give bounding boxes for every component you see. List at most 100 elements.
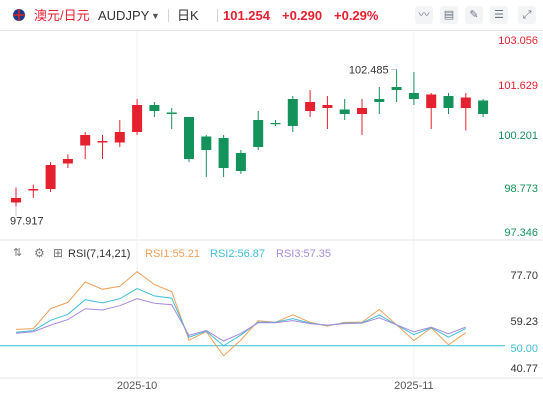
- price-tick-label: 98.773: [504, 183, 538, 195]
- price-tick-label: 97.346: [504, 227, 538, 239]
- candle: [357, 99, 367, 135]
- candle-body: [287, 99, 298, 126]
- candle: [253, 111, 264, 150]
- chevron-down-icon[interactable]: ▼: [151, 11, 160, 21]
- candle: [11, 187, 21, 207]
- current-price: 101.254: [223, 8, 270, 23]
- candle-body: [28, 189, 39, 191]
- candlestick-chart: [11, 69, 489, 207]
- candle-body: [184, 117, 194, 159]
- candle: [28, 184, 39, 198]
- candle-body: [426, 94, 437, 108]
- candle: [235, 150, 246, 174]
- rsi-series-label: RSI1:55.21: [145, 248, 200, 260]
- candle-body: [235, 153, 246, 171]
- candle-body: [11, 198, 21, 203]
- rsi-series-2: [15, 288, 467, 347]
- price-change: +0.290: [282, 8, 323, 23]
- candle: [45, 162, 56, 192]
- candle-body: [114, 132, 125, 143]
- price-tick-label: 100.201: [498, 130, 538, 142]
- candle: [443, 93, 454, 114]
- candle-body: [391, 87, 402, 90]
- header-divider: [168, 9, 169, 22]
- candle: [184, 117, 194, 162]
- candle: [132, 99, 143, 135]
- candle: [62, 154, 73, 168]
- candle-body: [408, 93, 419, 99]
- time-tick-label: 2025-10: [117, 380, 157, 392]
- candle: [426, 93, 437, 129]
- rsi-series-3: [15, 298, 466, 342]
- rsi-chart: [0, 271, 505, 357]
- candle: [287, 96, 298, 132]
- candle-body: [80, 135, 91, 146]
- price-tick-label: 101.629: [498, 80, 538, 92]
- chart-header: 澳元/日元 AUDJPY ▼ 日K 101.254 +0.290 +0.29% …: [0, 0, 543, 31]
- candle-body: [443, 96, 454, 108]
- flag-icon: [12, 8, 26, 26]
- pen-icon[interactable]: ✎: [465, 6, 483, 24]
- axis-labels: 102.485 97.917 103.056 101.629 100.201 98.773…: [10, 35, 538, 392]
- candle: [201, 135, 212, 177]
- line-icon[interactable]: 〰: [415, 6, 433, 24]
- candle-body: [132, 105, 143, 132]
- time-tick-label: 2025-11: [394, 380, 434, 392]
- low-label: 97.917: [10, 215, 44, 227]
- candle: [166, 108, 177, 129]
- header-divider: [217, 9, 218, 22]
- indicator-icon: ⊞: [53, 246, 63, 260]
- candle: [305, 90, 316, 117]
- rsi-tick-label: 77.70: [510, 270, 538, 282]
- candle: [478, 99, 489, 117]
- candle-body: [45, 165, 56, 189]
- grid-layer: [0, 30, 543, 379]
- rsi-tick-label: 50.00: [510, 343, 538, 355]
- candle-body: [270, 123, 281, 125]
- candle-body: [374, 99, 385, 102]
- candle-body: [253, 120, 264, 147]
- candle-body: [149, 105, 160, 111]
- rsi-series-label: RSI2:56.87: [210, 248, 265, 260]
- candle: [322, 96, 333, 129]
- interval-selector[interactable]: 日K: [177, 8, 199, 23]
- candle-body: [357, 108, 367, 114]
- candle: [270, 120, 281, 126]
- candle-body: [218, 138, 229, 168]
- candle-body: [166, 112, 177, 114]
- candle-body: [322, 105, 333, 108]
- candle: [408, 72, 419, 105]
- candle-body: [201, 136, 212, 150]
- fullscreen-icon[interactable]: ⤢: [518, 6, 536, 24]
- candle: [374, 87, 385, 114]
- candle: [460, 93, 471, 131]
- pair-name[interactable]: 澳元/日元: [34, 8, 90, 23]
- high-label: 102.485: [349, 64, 389, 76]
- candle-body: [460, 97, 471, 108]
- candle: [218, 135, 229, 177]
- candle: [97, 135, 108, 159]
- candle-body: [478, 100, 489, 114]
- settings-icon: ⚙: [34, 246, 45, 260]
- symbol[interactable]: AUDJPY: [98, 8, 150, 23]
- area-icon[interactable]: ▤: [440, 6, 458, 24]
- candle: [391, 69, 402, 102]
- rsi-indicator-label: RSI(7,14,21): [68, 248, 130, 260]
- rsi-tick-label: 59.23: [510, 316, 538, 328]
- candle-body: [62, 159, 73, 164]
- settings-icon[interactable]: ☰: [490, 6, 508, 24]
- price-change-percent: +0.29%: [334, 8, 379, 23]
- candle-body: [339, 109, 350, 114]
- candle: [80, 132, 91, 159]
- candle-body: [97, 141, 108, 143]
- price-tick-label: 103.056: [498, 35, 538, 47]
- candle: [339, 99, 350, 120]
- rsi-series-1: [15, 271, 467, 357]
- candle: [149, 102, 160, 117]
- rsi-series-label: RSI3:57.35: [276, 248, 331, 260]
- candle: [114, 120, 125, 147]
- eye-icon: ⇅: [13, 247, 22, 259]
- rsi-tick-label: 40.77: [510, 363, 538, 375]
- candle-body: [305, 102, 316, 111]
